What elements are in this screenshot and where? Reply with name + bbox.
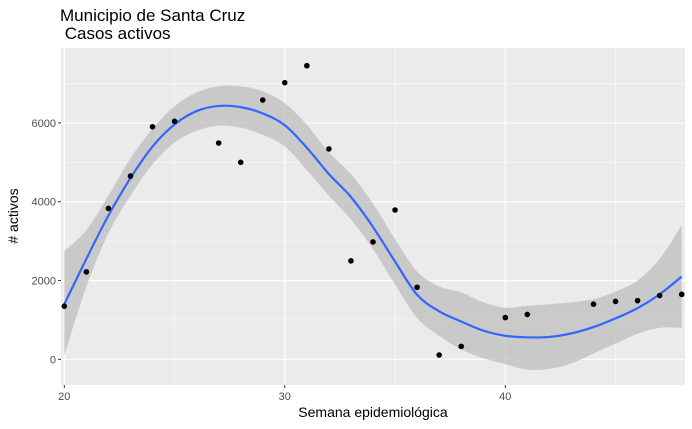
data-point bbox=[678, 291, 685, 298]
data-point bbox=[392, 207, 398, 213]
data-point bbox=[458, 343, 464, 350]
data-point bbox=[105, 205, 112, 212]
data-point bbox=[348, 258, 354, 264]
data-point bbox=[127, 173, 134, 179]
y-tick-label: 2000 bbox=[32, 276, 56, 288]
x-tick-label: 40 bbox=[499, 391, 511, 403]
smooth-trend-line bbox=[63, 104, 683, 339]
x-ticks: 20 30 40 bbox=[58, 385, 511, 403]
chart-title: Municipio de Santa Cruz bbox=[60, 6, 245, 25]
data-point bbox=[656, 292, 663, 299]
data-point bbox=[237, 159, 244, 166]
x-tick-label: 30 bbox=[279, 391, 291, 403]
y-tick-label: 4000 bbox=[32, 197, 56, 209]
y-tick-label: 6000 bbox=[32, 118, 56, 130]
data-point bbox=[83, 269, 90, 275]
data-point bbox=[326, 146, 332, 152]
data-point bbox=[149, 124, 156, 130]
data-point bbox=[304, 62, 310, 69]
y-tick-label: 0 bbox=[50, 354, 56, 366]
data-point bbox=[436, 352, 442, 358]
data-point bbox=[414, 284, 420, 291]
y-ticks: 0 2000 4000 6000 bbox=[32, 118, 61, 366]
data-point bbox=[590, 301, 597, 307]
x-axis-label: Semana epidemiológica bbox=[298, 404, 448, 420]
data-point bbox=[259, 97, 266, 103]
data-point bbox=[612, 298, 619, 305]
points-layer bbox=[61, 62, 685, 358]
data-point bbox=[215, 140, 222, 146]
y-axis-label: # activos bbox=[5, 188, 21, 243]
data-point bbox=[502, 314, 509, 321]
chart-subtitle: Casos activos bbox=[60, 24, 171, 43]
line-layer bbox=[63, 104, 683, 339]
data-point bbox=[61, 303, 68, 309]
data-point bbox=[171, 118, 178, 125]
data-point bbox=[370, 239, 376, 245]
data-point bbox=[524, 311, 531, 318]
data-point bbox=[634, 297, 641, 304]
x-tick-label: 20 bbox=[58, 391, 70, 403]
data-point bbox=[282, 79, 288, 86]
